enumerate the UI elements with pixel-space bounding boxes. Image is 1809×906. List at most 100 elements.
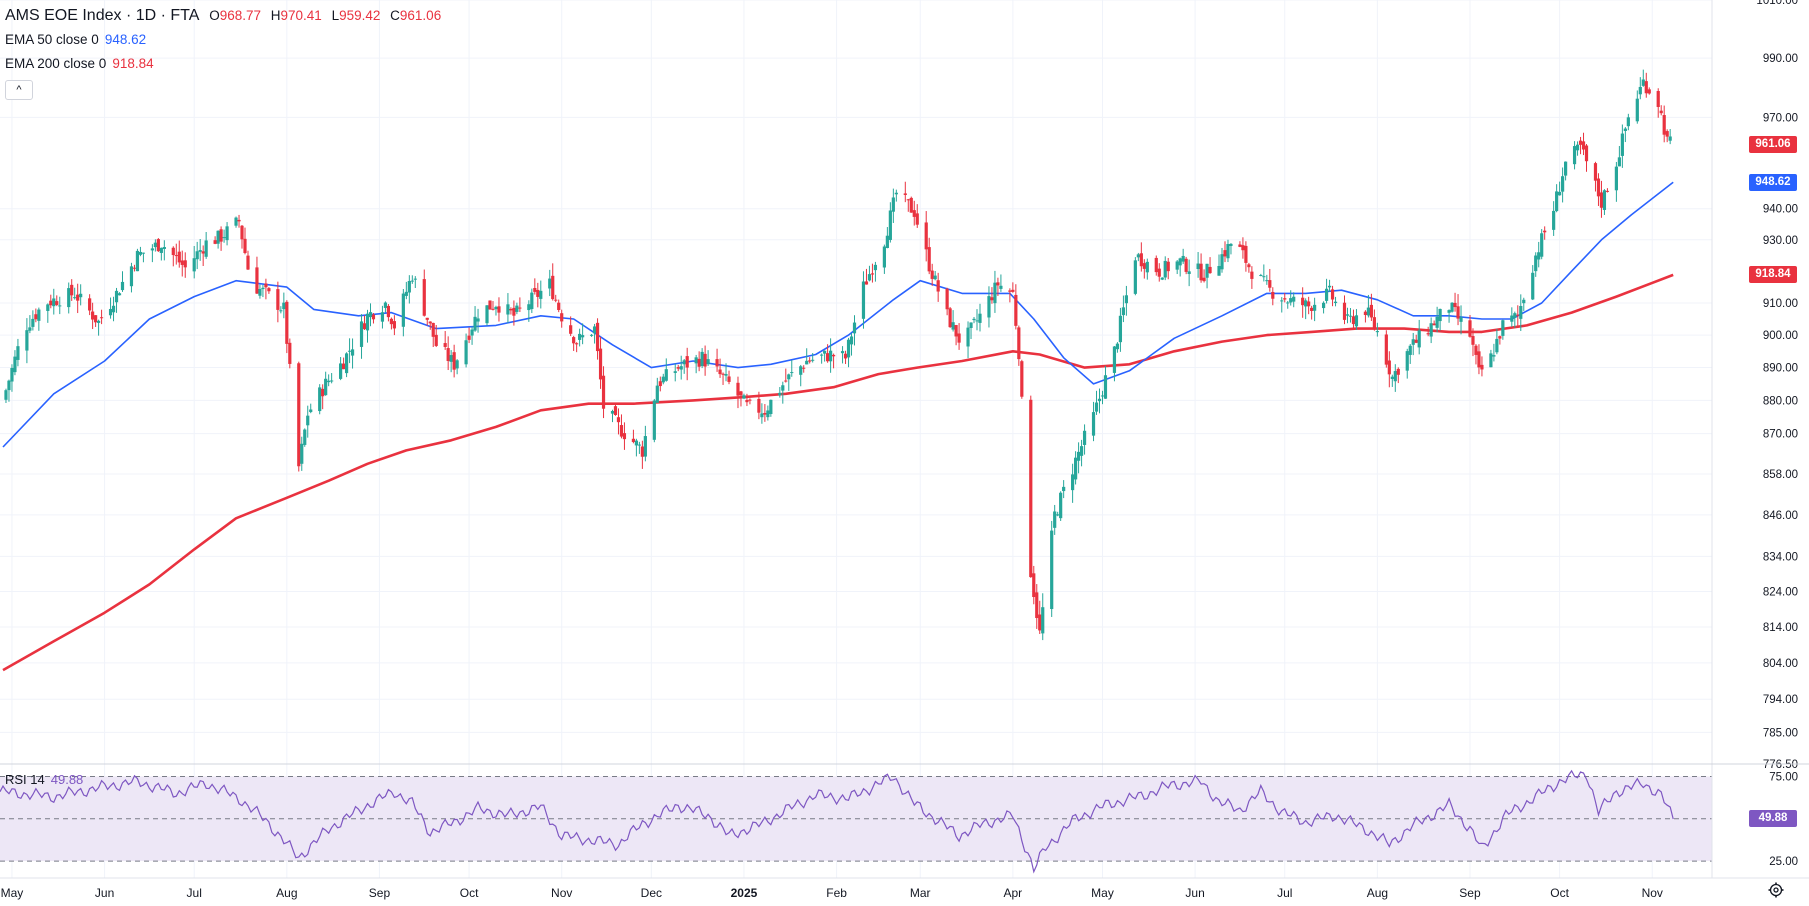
- candle-body: [303, 429, 307, 445]
- candle-body: [849, 336, 854, 345]
- candle-body: [365, 313, 370, 331]
- candle-body: [888, 210, 892, 240]
- x-tick-label: Sep: [1459, 886, 1481, 900]
- candle-body: [455, 360, 459, 369]
- candle-body: [350, 349, 355, 356]
- candle-body: [1076, 451, 1081, 461]
- candle-body: [1142, 263, 1146, 269]
- gear-icon[interactable]: [1768, 882, 1784, 898]
- candle-body: [16, 346, 20, 360]
- candle-body: [204, 240, 208, 257]
- x-tick-label: Aug: [1367, 886, 1388, 900]
- candle-body: [664, 369, 668, 381]
- candle-body: [1426, 333, 1430, 335]
- candle-body: [1187, 271, 1191, 274]
- candle-body: [843, 353, 848, 359]
- y-tick-label: 824.00: [1763, 586, 1798, 598]
- candle-body: [781, 385, 785, 391]
- candle-body: [446, 348, 450, 362]
- candle-body: [912, 210, 916, 217]
- candle-body: [49, 300, 53, 306]
- candle-body: [1247, 264, 1251, 268]
- candle-body: [1662, 115, 1666, 135]
- candle-body: [1145, 261, 1149, 273]
- x-tick-label: Sep: [369, 886, 391, 900]
- collapse-legend-button[interactable]: ^: [5, 80, 33, 100]
- candle-body: [1327, 285, 1332, 288]
- candle-body: [150, 248, 154, 251]
- candle-body: [1519, 305, 1523, 319]
- ema50-label: EMA 50 close 0: [5, 32, 99, 47]
- candle-body: [823, 350, 827, 354]
- y-tick-label: 900.00: [1763, 330, 1798, 342]
- candle-body: [1071, 474, 1075, 491]
- candle-body: [1623, 128, 1627, 131]
- candle-body: [1178, 258, 1182, 266]
- candle-body: [1456, 306, 1460, 319]
- candle-body: [1133, 260, 1137, 294]
- candle-body: [933, 275, 937, 280]
- candle-body: [589, 334, 594, 336]
- candle-body: [1074, 457, 1078, 480]
- candle-body: [846, 339, 851, 358]
- candle-body: [1617, 157, 1621, 167]
- candle-body: [1059, 492, 1063, 519]
- low-value: 959.42: [339, 8, 381, 23]
- candle-body: [111, 305, 116, 313]
- candle-body: [1205, 263, 1209, 278]
- candle-body: [640, 446, 644, 457]
- candle-body: [763, 412, 767, 415]
- candle-body: [613, 406, 618, 416]
- candle-body: [1584, 145, 1589, 162]
- candle-body: [91, 311, 95, 320]
- candle-body: [1596, 178, 1601, 197]
- rsi-legend[interactable]: RSI 14 49.88: [5, 772, 83, 787]
- candle-body: [246, 255, 250, 270]
- candle-body: [380, 312, 385, 322]
- candle-body: [1029, 399, 1033, 578]
- candle-body: [515, 305, 519, 312]
- candle-body: [757, 398, 761, 413]
- candle-body: [431, 322, 435, 337]
- candle-body: [1124, 295, 1128, 304]
- candle-body: [595, 322, 600, 352]
- candle-body: [1363, 311, 1368, 315]
- symbol-title[interactable]: AMS EOE Index · 1D · FTA: [5, 7, 200, 24]
- candle-body: [279, 310, 283, 312]
- candle-body: [1552, 210, 1556, 230]
- candle-body: [700, 351, 704, 367]
- candle-body: [1082, 430, 1087, 445]
- candle-body: [67, 288, 71, 308]
- candle-body: [258, 289, 262, 296]
- ema200-legend[interactable]: EMA 200 close 0 918.84: [5, 52, 441, 76]
- candle-body: [359, 321, 364, 347]
- candle-body: [610, 410, 615, 414]
- candle-body: [1038, 614, 1042, 631]
- candle-body: [969, 322, 973, 328]
- candle-body: [138, 251, 143, 255]
- ema200-line: [2, 273, 1674, 672]
- y-tick-label: 910.00: [1763, 298, 1798, 310]
- candle-body: [1062, 486, 1066, 492]
- candle-body: [156, 239, 160, 252]
- candle-body: [132, 267, 137, 269]
- candle-body: [1614, 166, 1618, 191]
- candle-body: [1268, 280, 1272, 288]
- ema50-legend[interactable]: EMA 50 close 0 948.62: [5, 28, 441, 52]
- x-tick-label: Mar: [910, 886, 931, 900]
- candle-body: [1342, 302, 1347, 320]
- candle-body: [1208, 266, 1212, 274]
- candle-body: [1474, 345, 1478, 355]
- candle-body: [1414, 339, 1418, 343]
- candle-body: [276, 289, 280, 310]
- candle-body: [488, 300, 492, 310]
- candle-body: [1626, 117, 1630, 127]
- candle-body: [1581, 141, 1586, 150]
- candle-body: [1196, 263, 1200, 270]
- candle-body: [936, 280, 940, 292]
- candle-body: [443, 343, 447, 347]
- x-tick-label: Nov: [1642, 886, 1663, 900]
- candle-body: [1199, 263, 1203, 281]
- candle-body: [1011, 289, 1015, 292]
